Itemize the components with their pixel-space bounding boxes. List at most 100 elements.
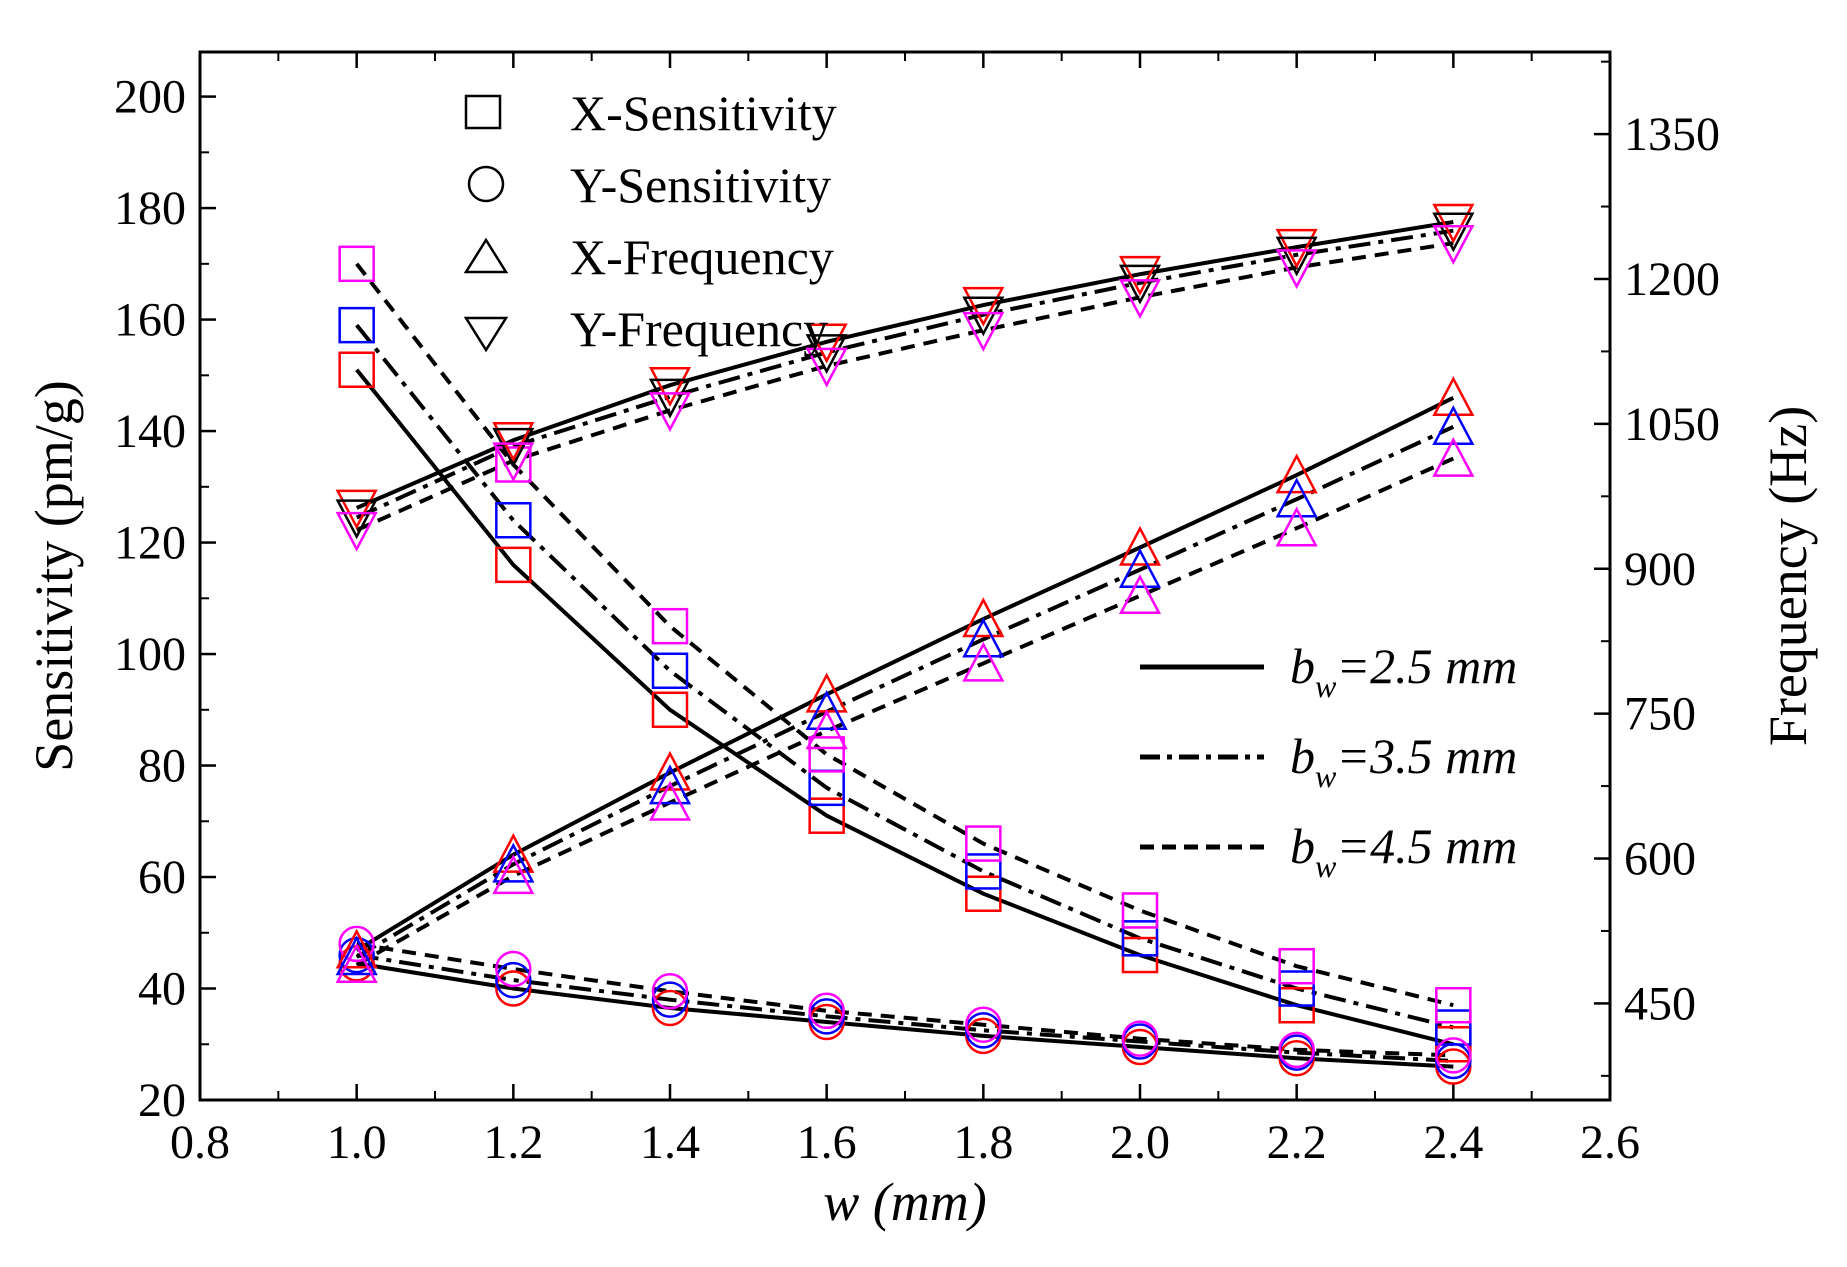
- triangle-down-marker: [1118, 264, 1162, 305]
- triangle-up-marker: [1275, 453, 1318, 494]
- tick-labels: 0.8 1.0 1.2 1.4 1.6 1.8 2.0 2.2 2.4 2.6 20 40 60 80 10…: [114, 71, 1720, 1169]
- y2-tick-label: 1200: [1624, 253, 1720, 306]
- square-marker: [651, 691, 689, 729]
- legend-label-y-sensitivity: Y-Sensitivity: [570, 157, 831, 213]
- square-marker: [965, 825, 1002, 862]
- triangle-up-marker: [1432, 376, 1475, 417]
- triangle-down-marker: [335, 489, 378, 530]
- series-line-triangle-up-dashdot: [355, 424, 1455, 959]
- circle-marker: [495, 950, 532, 988]
- triangle-up-marker: [648, 764, 692, 805]
- x-tick-label: 1.2: [483, 1116, 543, 1169]
- square-marker: [1121, 920, 1159, 957]
- square-marker: [808, 736, 845, 773]
- triangle-down-marker: [1118, 255, 1162, 296]
- y2-tick-label: 600: [1624, 833, 1696, 886]
- series-line-square-dashdot: [355, 323, 1454, 1030]
- triangle-up-marker: [1432, 405, 1475, 446]
- y2-axis-title: Frequency (Hz): [1758, 406, 1818, 746]
- legend-label-x-sensitivity: X-Sensitivity: [570, 85, 837, 141]
- circle-marker: [965, 1006, 1002, 1043]
- x-tick-label: 1.0: [327, 1116, 387, 1169]
- legend-triangle-down-icon: [463, 316, 509, 353]
- square-marker: [1278, 947, 1315, 985]
- circle-marker: [808, 992, 845, 1030]
- triangle-up-marker: [492, 842, 535, 883]
- series-line-triangle-down-solid: [355, 220, 1454, 510]
- y2-tick-label: 1050: [1624, 398, 1720, 451]
- legend-square-icon: [464, 94, 502, 130]
- triangle-up-marker: [1432, 436, 1475, 477]
- x-axis-title: w (mm): [823, 1172, 986, 1232]
- square-marker: [338, 306, 375, 344]
- circle-marker: [495, 961, 532, 999]
- triangle-up-marker: [648, 750, 692, 791]
- y-tick-label: 60: [138, 851, 186, 904]
- y-axis-title: Sensitivity (pm/g): [24, 380, 84, 772]
- triangle-down-marker: [648, 392, 692, 433]
- circle-marker: [338, 925, 375, 963]
- triangle-up-marker: [1118, 548, 1162, 588]
- triangle-up-marker: [962, 597, 1005, 638]
- circle-marker: [1121, 1020, 1159, 1057]
- triangle-down-marker: [962, 296, 1005, 337]
- triangle-up-marker: [335, 935, 378, 976]
- y-tick-label: 20: [138, 1074, 186, 1127]
- y2-tick-label: 450: [1624, 977, 1696, 1030]
- triangle-up-marker: [1118, 574, 1162, 615]
- circle-marker: [495, 970, 532, 1007]
- square-marker: [808, 797, 845, 834]
- triangle-up-marker: [335, 943, 378, 984]
- x-tick-label: 2.6: [1580, 1116, 1640, 1169]
- triangle-down-marker: [648, 366, 692, 407]
- legend-triangle-up-icon: [463, 237, 509, 274]
- series-line-triangle-up-dashed: [355, 456, 1455, 967]
- legend-label-y-frequency: Y-Frequency: [570, 301, 828, 357]
- legend-label-x-frequency: X-Frequency: [570, 229, 834, 285]
- series-line-square-dashed: [355, 262, 1454, 1008]
- triangle-down-marker: [805, 323, 848, 364]
- y-tick-label: 100: [114, 628, 186, 681]
- triangle-up-marker: [648, 780, 692, 821]
- legend-line-label-2-5: bw=2.5 mm: [1290, 638, 1517, 704]
- series-line-circle-dashdot: [356, 953, 1454, 1063]
- square-marker: [965, 853, 1002, 890]
- triangle-up-marker: [1275, 506, 1318, 547]
- series-markers: [335, 203, 1475, 1085]
- square-marker: [1435, 986, 1472, 1024]
- triangle-down-marker: [335, 499, 378, 540]
- x-tick-label: 2.4: [1423, 1116, 1483, 1169]
- x-tick-label: 1.6: [797, 1116, 857, 1169]
- square-marker: [495, 546, 532, 584]
- circle-marker: [1435, 1037, 1472, 1074]
- circle-marker: [1278, 1031, 1315, 1069]
- triangle-up-marker: [1275, 477, 1318, 518]
- y-tick-label: 120: [114, 517, 186, 570]
- triangle-down-marker: [805, 347, 848, 388]
- y-tick-label: 160: [114, 294, 186, 347]
- legend-line-label-3-5: bw=3.5 mm: [1290, 728, 1517, 794]
- series-line-circle-solid: [356, 961, 1454, 1069]
- y-tick-label: 180: [114, 182, 186, 235]
- triangle-up-marker: [805, 709, 848, 750]
- x-tick-label: 2.2: [1267, 1116, 1327, 1169]
- triangle-down-marker: [492, 442, 535, 483]
- series-line-triangle-down-dashed: [355, 241, 1454, 532]
- circle-marker: [651, 989, 689, 1027]
- triangle-down-marker: [962, 311, 1005, 352]
- triangle-down-marker: [1432, 224, 1475, 265]
- series-line-square-solid: [355, 368, 1454, 1047]
- y-tick-label: 200: [114, 71, 186, 124]
- square-marker: [338, 351, 375, 388]
- triangle-down-marker: [1275, 228, 1318, 269]
- triangle-down-marker: [1275, 249, 1318, 290]
- plot-frame: [198, 50, 1612, 1102]
- marker-legend: X-Sensitivity Y-Sensitivity X-Frequency …: [463, 85, 837, 357]
- triangle-down-marker: [1275, 236, 1318, 277]
- triangle-down-marker: [805, 334, 848, 375]
- x-tick-label: 1.4: [640, 1116, 700, 1169]
- line-legend: bw=2.5 mm bw=3.5 mm bw=4.5 mm: [1140, 638, 1517, 884]
- circle-marker: [651, 973, 689, 1010]
- triangle-down-marker: [335, 511, 378, 552]
